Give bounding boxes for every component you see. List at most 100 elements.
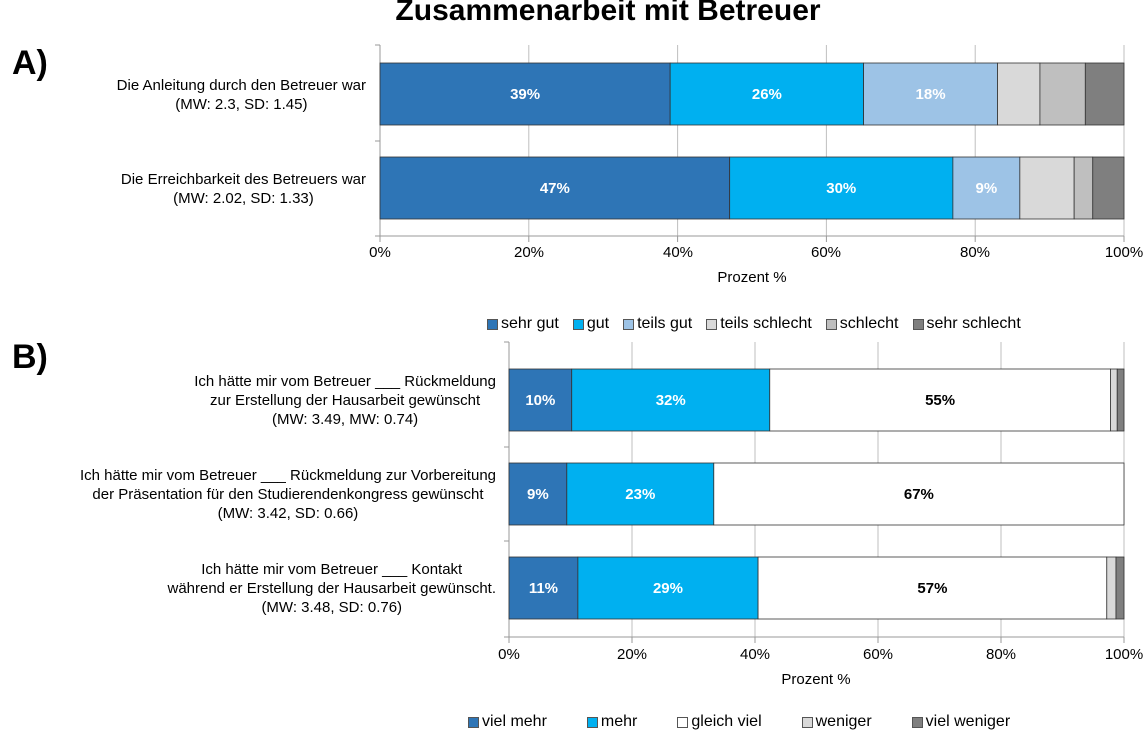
legend-swatch [911, 716, 923, 728]
panel-label-a: A) [12, 44, 48, 82]
legend-swatch [572, 318, 584, 330]
data-label: 32% [656, 392, 686, 409]
x-tick-label: 80% [985, 646, 1017, 663]
bar-segment [1019, 156, 1075, 220]
x-axis-title: Prozent % [781, 671, 851, 688]
category-label-stats: (MW: 3.42, SD: 0.66) [217, 505, 359, 522]
bar-segment [863, 62, 998, 126]
category-label-line: Die Erreichbarkeit des Betreuers war [120, 171, 366, 188]
legend: viel mehr mehr gleich viel weniger viel weni… [468, 713, 1010, 731]
legend-item: schlecht [825, 315, 899, 333]
bar-segment [566, 462, 715, 526]
legend-label: schlecht [839, 315, 899, 332]
legend-item: gleich viel [677, 713, 762, 731]
x-tick-label: 20% [616, 646, 648, 663]
bar-segment [1073, 156, 1094, 220]
x-axis-title: Prozent % [717, 269, 787, 286]
data-label: 57% [917, 580, 947, 597]
legend-swatch [487, 318, 498, 330]
x-tick-label: 20% [513, 244, 545, 261]
x-tick-label: 100% [1104, 244, 1144, 261]
x-tick-label: 40% [662, 244, 694, 261]
category-label-line: während er Erstellung der Hausarbeit gew… [167, 580, 496, 597]
legend-label: sehr gut [501, 315, 559, 332]
legend-label: sehr schlecht [926, 315, 1021, 332]
x-tick-label: 80% [959, 244, 991, 261]
x-tick-label: 60% [862, 646, 894, 663]
category-label-stats: (MW: 3.48, SD: 0.76) [261, 599, 403, 616]
panel-label-b: B) [12, 338, 48, 376]
legend-swatch [586, 716, 598, 728]
bar-segment [577, 556, 759, 620]
legend-swatch [801, 716, 813, 728]
data-label: 9% [976, 180, 998, 197]
legend-item: teils gut [623, 315, 692, 333]
category-label: Ich hätte mir vom Betreuer ___ Rückmeldu… [80, 466, 496, 523]
legend-item: weniger [801, 713, 872, 731]
legend-label: gleich viel [691, 713, 762, 730]
legend-swatch [825, 318, 837, 330]
bar-segment [1084, 62, 1125, 126]
category-label: Die Erreichbarkeit des Betreuers war (MW… [121, 170, 366, 208]
bar-segment [379, 156, 731, 220]
legend-swatch [677, 716, 689, 728]
x-tick-label: 40% [739, 646, 771, 663]
bar-segment [1116, 368, 1125, 432]
legend-swatch [468, 716, 479, 728]
category-label-line: Ich hätte mir vom Betreuer ___ Rückmeldu… [194, 373, 496, 390]
bar-segment [729, 156, 954, 220]
legend-label: gut [586, 315, 610, 332]
bar-segment [379, 62, 671, 126]
category-label-stats: (MW: 2.02, SD: 1.33) [173, 190, 314, 207]
data-label: 18% [916, 86, 946, 103]
bar-segment [508, 462, 568, 526]
legend-label: mehr [600, 713, 638, 730]
x-tick-label: 0% [369, 244, 391, 261]
x-tick-label: 0% [498, 646, 520, 663]
legend-item: sehr schlecht [912, 315, 1021, 333]
data-label: 55% [925, 392, 955, 409]
legend-item: teils schlecht [706, 315, 812, 333]
category-label: Ich hätte mir vom Betreuer ___ Kontakt w… [167, 560, 496, 617]
bar-segment [1092, 156, 1125, 220]
legend-swatch [912, 318, 924, 330]
bar-segment [508, 556, 579, 620]
data-label: 9% [527, 486, 549, 503]
bar-segment [1039, 62, 1086, 126]
bar-segment [571, 368, 771, 432]
category-label-line: Die Anleitung durch den Betreuer war [116, 77, 366, 94]
data-label: 29% [653, 580, 683, 597]
legend-label: weniger [815, 713, 872, 730]
bar-segment [769, 368, 1111, 432]
bar-segment [669, 62, 864, 126]
category-label-stats: (MW: 3.49, MW: 0.74) [272, 411, 419, 428]
legend-label: viel weniger [925, 713, 1011, 730]
legend-item: mehr [586, 713, 638, 731]
bar-segment [713, 462, 1125, 526]
x-tick-label: 60% [810, 244, 842, 261]
bar-segment [508, 368, 573, 432]
data-label: 39% [510, 86, 540, 103]
legend-swatch [623, 318, 635, 330]
data-label: 47% [540, 180, 570, 197]
chart-title: Zusammenarbeit mit Betreuer [395, 0, 821, 27]
category-label-line: zur Erstellung der Hausarbeit gewünscht [210, 392, 481, 409]
bar-segment [997, 62, 1041, 126]
legend: sehr gut gut teils gut teils schlecht schlec… [487, 315, 1021, 333]
legend-item: viel mehr [468, 713, 547, 731]
bar-segment [952, 156, 1021, 220]
data-label: 67% [904, 486, 934, 503]
legend-item: viel weniger [911, 713, 1011, 731]
data-label: 10% [525, 392, 555, 409]
legend-label: teils gut [637, 315, 693, 332]
bar-segment [1115, 556, 1125, 620]
bar-segment [1110, 368, 1118, 432]
category-label-stats: (MW: 2.3, SD: 1.45) [175, 96, 308, 113]
legend-item: gut [572, 315, 610, 333]
data-label: 26% [752, 86, 782, 103]
category-label: Ich hätte mir vom Betreuer ___ Rückmeldu… [194, 372, 496, 429]
legend-label: teils schlecht [720, 315, 812, 332]
data-label: 30% [826, 180, 856, 197]
data-label: 11% [529, 580, 558, 597]
